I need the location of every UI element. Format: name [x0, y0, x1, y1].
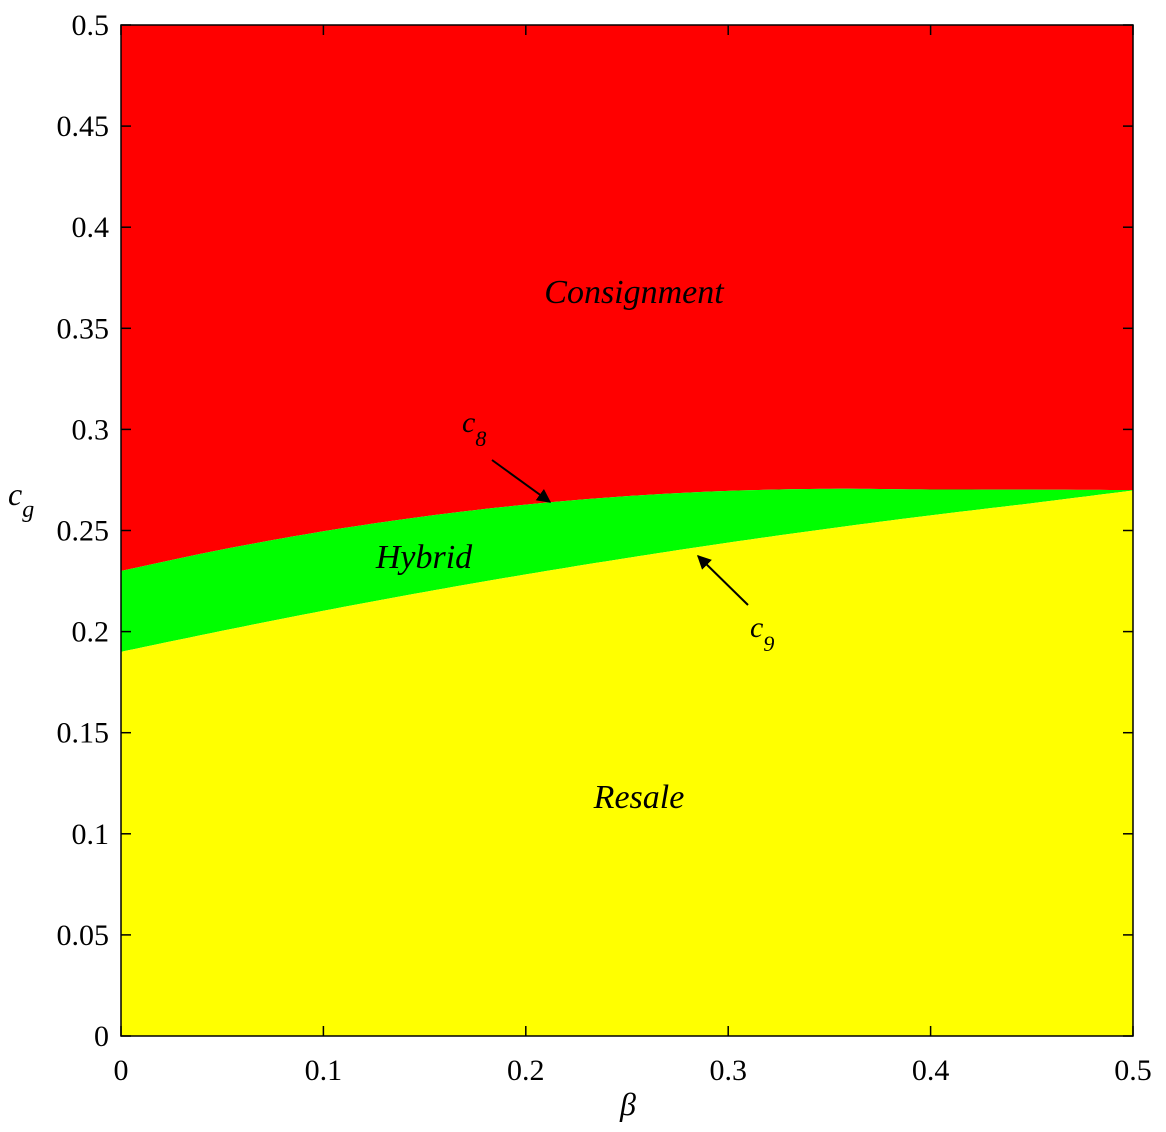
y-tick-label: 0.4: [72, 211, 110, 244]
plot-frame: [120, 24, 1134, 1037]
x-tick-label: 0.1: [305, 1054, 343, 1087]
hybrid-label: Hybrid: [375, 539, 473, 576]
axis-tick-labels: 0 0.1 0.2 0.3 0.4 0.5 0 0.05 0.1 0.15 0.2 0.25 0.3 0.…: [57, 9, 1152, 1087]
consignment-label: Consignment: [544, 274, 725, 311]
y-tick-label: 0.05: [57, 919, 110, 952]
x-tick-label: 0.4: [912, 1054, 950, 1087]
c8-arrow: [491, 459, 552, 503]
y-tick-label: 0.5: [72, 9, 110, 42]
x-tick-label: 0.5: [1114, 1054, 1152, 1087]
x-tick-label: 0.3: [709, 1054, 747, 1087]
y-tick-label: 0.15: [57, 717, 110, 750]
resale-region: [121, 490, 1133, 1037]
x-tick-label: 0.2: [507, 1054, 545, 1087]
c8-label: c8: [462, 406, 486, 451]
x-tick-label: 0: [114, 1054, 129, 1087]
c9-arrow: [697, 555, 749, 606]
x-axis-label: β: [619, 1086, 636, 1122]
y-tick-label: 0.3: [72, 413, 110, 446]
y-tick-label: 0.25: [57, 515, 110, 548]
y-tick-label: 0.35: [57, 312, 110, 345]
consignment-region: [121, 25, 1133, 571]
plot-area: [121, 25, 1133, 1037]
y-tick-label: 0.45: [57, 110, 110, 143]
c9-annotation: c9: [697, 555, 774, 656]
y-axis-label: cg: [8, 476, 34, 523]
hybrid-region: [121, 488, 1133, 652]
c8-annotation: c8: [462, 406, 552, 503]
resale-label: Resale: [593, 779, 685, 816]
c9-label: c9: [750, 611, 774, 656]
y-tick-label: 0: [94, 1020, 109, 1053]
y-tick-label: 0.1: [72, 818, 110, 851]
y-tick-label: 0.2: [72, 616, 110, 649]
